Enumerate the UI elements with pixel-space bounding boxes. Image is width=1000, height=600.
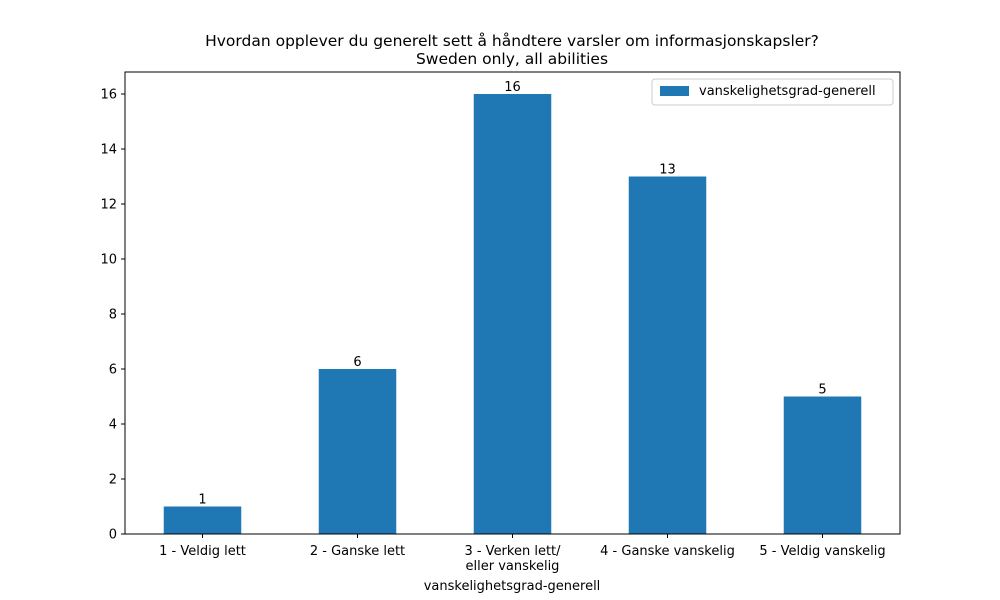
y-tick-label: 0 [109, 528, 117, 543]
legend-label: vanskelighetsgrad-generell [699, 84, 876, 99]
bars-group [163, 94, 862, 534]
bar-value-label: 6 [353, 355, 361, 370]
bar [628, 176, 707, 534]
bar-value-label: 16 [504, 80, 521, 95]
x-tick-label: 1 - Veldig lett [159, 544, 246, 559]
x-axis: 1 - Veldig lett 2 - Ganske lett 3 - Verken… [159, 534, 886, 574]
y-tick-label: 4 [109, 418, 117, 433]
chart-subtitle: Sweden only, all abilities [416, 50, 608, 68]
bar [163, 506, 242, 534]
legend-frame [651, 78, 894, 106]
legend: vanskelighetsgrad-generell [651, 78, 894, 106]
x-tick-label: eller vanskelig [466, 559, 560, 574]
x-tick-label: 2 - Ganske lett [310, 544, 405, 559]
y-axis: 0 2 4 6 8 10 12 14 16 [100, 88, 125, 543]
bar-value-label: 5 [818, 383, 826, 398]
y-tick-label: 12 [100, 198, 117, 213]
x-tick-label: 3 - Verken lett/ [464, 544, 561, 559]
bar [318, 369, 397, 534]
legend-swatch [660, 86, 689, 96]
y-tick-label: 8 [109, 308, 117, 323]
y-tick-label: 10 [100, 253, 117, 268]
y-tick-label: 2 [109, 473, 117, 488]
y-tick-label: 16 [100, 88, 117, 103]
chart-title: Hvordan opplever du generelt sett å hånd… [205, 32, 819, 50]
x-axis-label: vanskelighetsgrad-generell [424, 579, 601, 594]
y-tick-label: 14 [100, 143, 117, 158]
bar [783, 396, 862, 534]
bar-value-label: 1 [198, 493, 206, 508]
plot-frame [124, 71, 901, 535]
bar [473, 94, 552, 534]
bar-value-label: 13 [659, 163, 676, 178]
x-tick-label: 4 - Ganske vanskelig [600, 544, 735, 559]
y-tick-label: 6 [109, 363, 117, 378]
x-tick-label: 5 - Veldig vanskelig [759, 544, 885, 559]
